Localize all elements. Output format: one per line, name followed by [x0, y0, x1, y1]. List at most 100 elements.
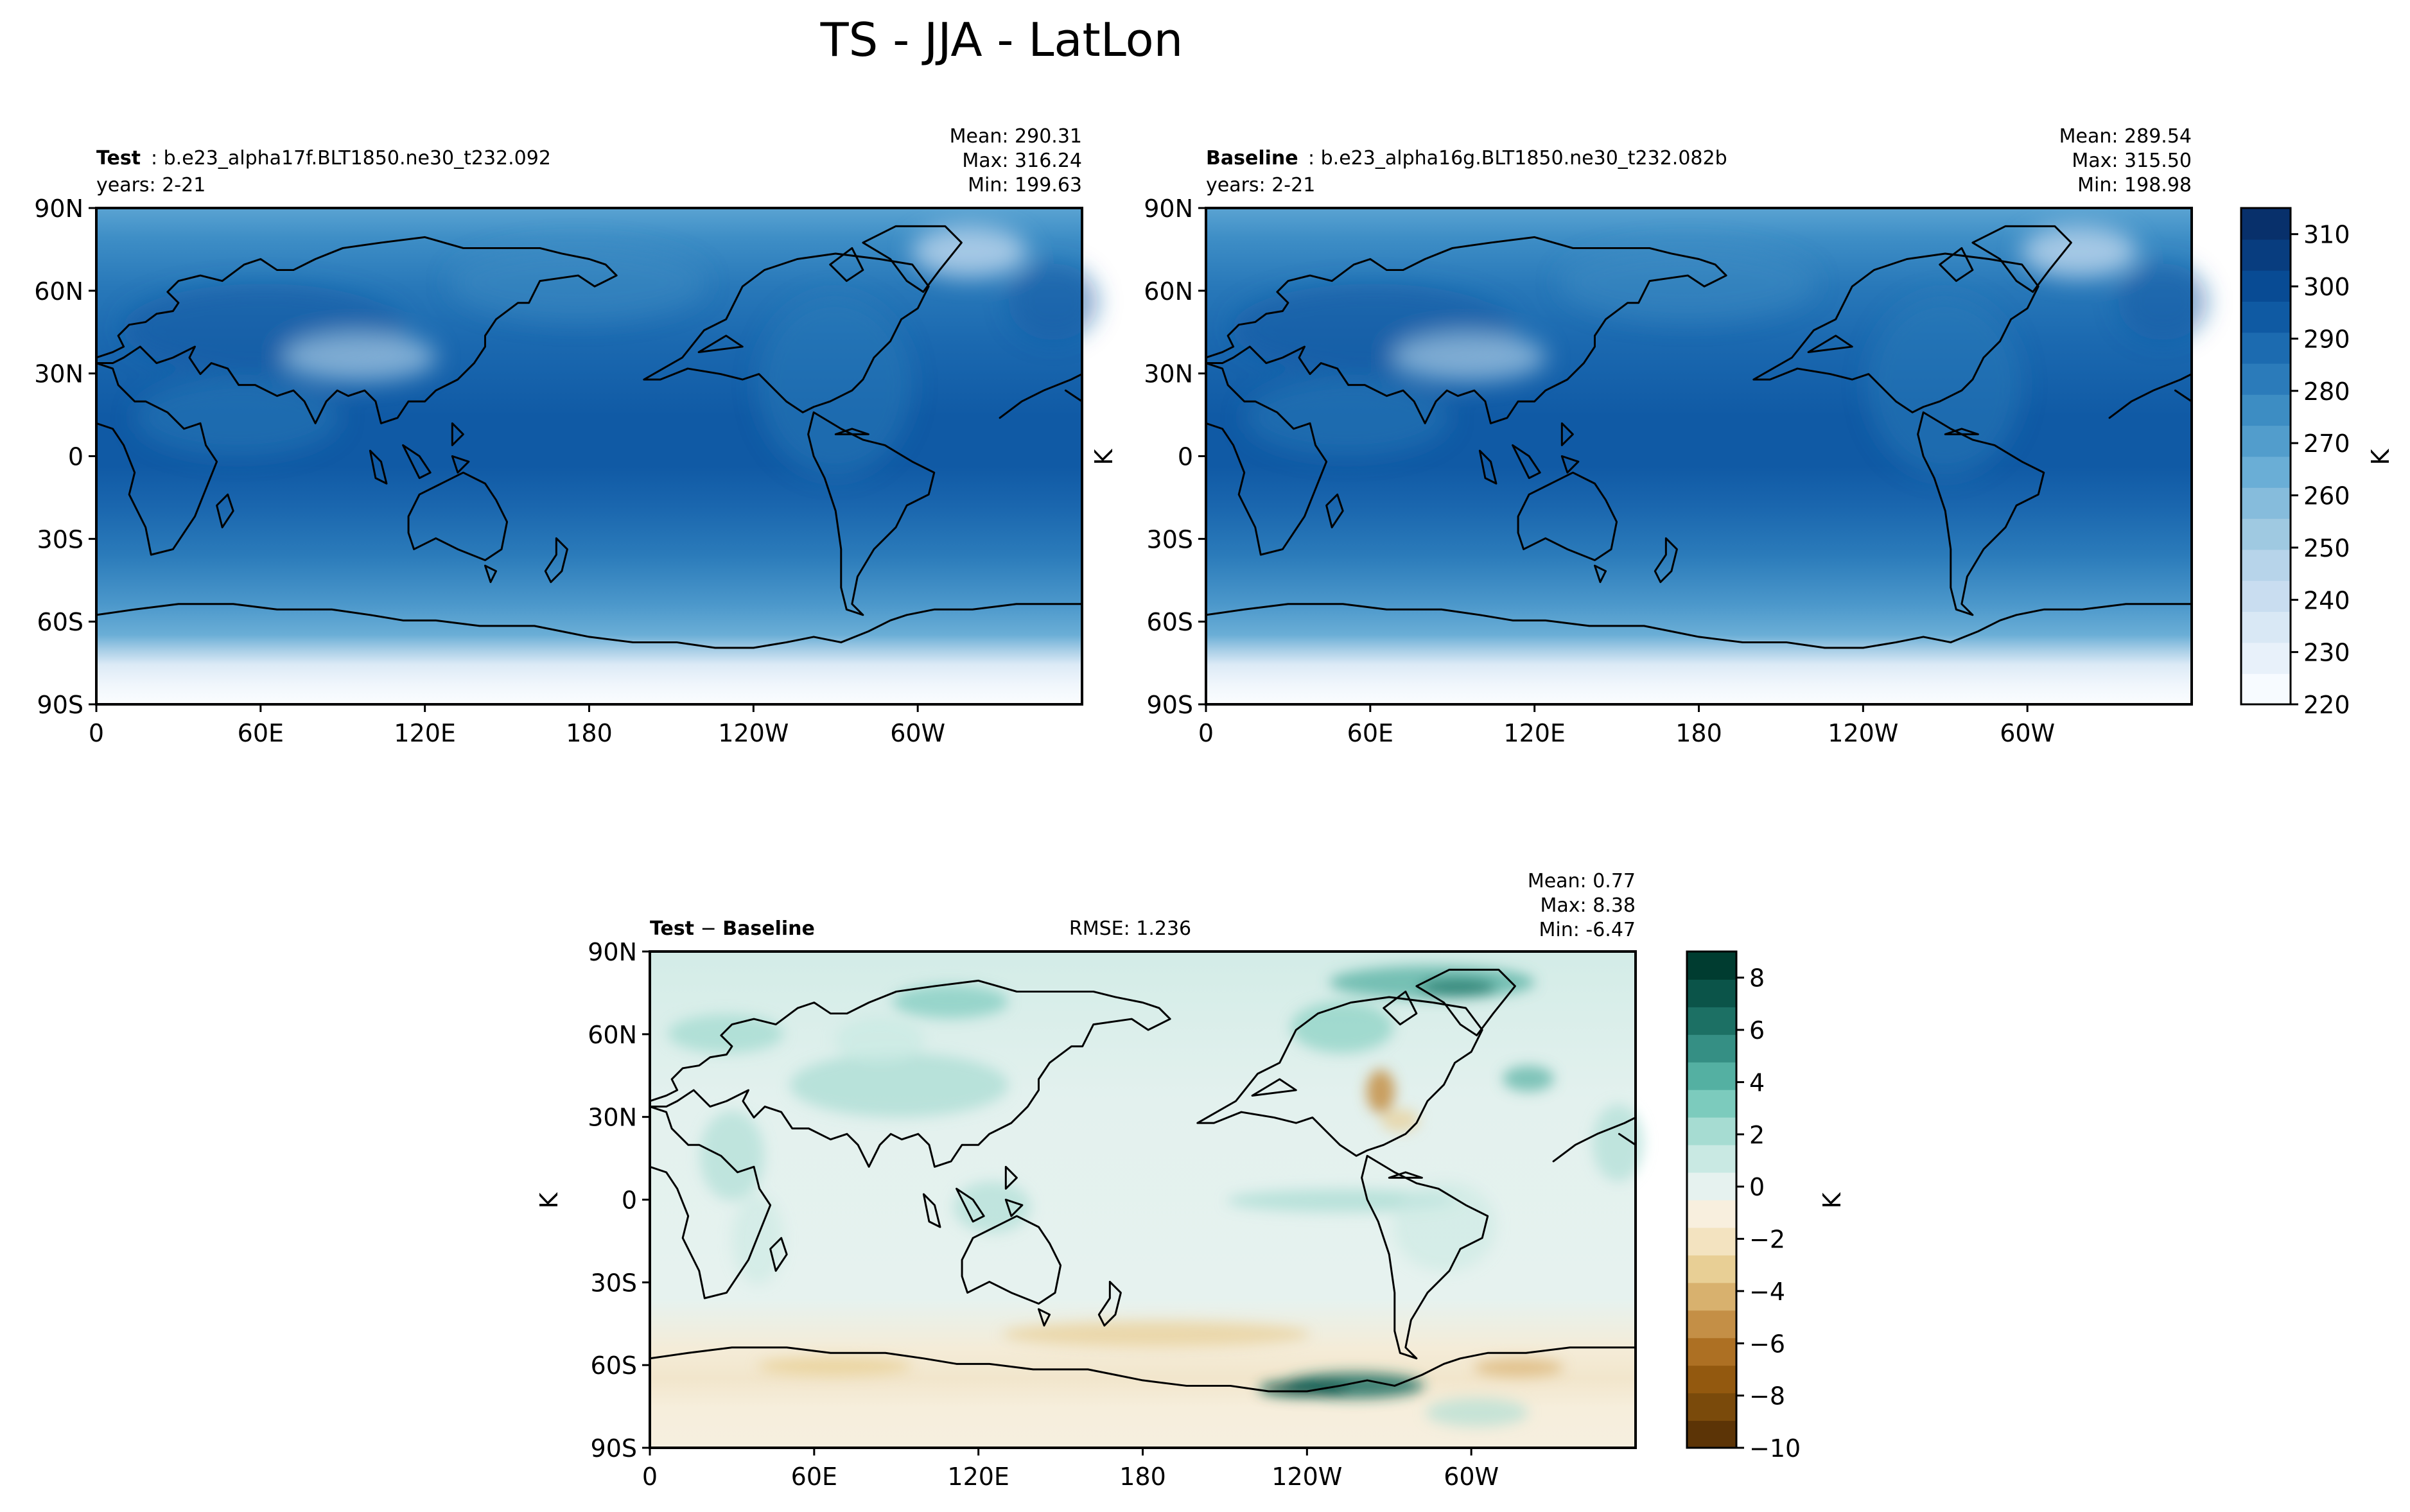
temperature-colorbar: 310 300 290 280 270 260 250 240 230 220 K [2240, 207, 2395, 719]
difference-colorbar-swatch [1687, 1117, 1736, 1145]
difference-y-ticks: 90N 60N 30N 0 30S 60S 90S [588, 938, 650, 1463]
test-y-tick-label: 0 [68, 443, 83, 471]
difference-colorbar-swatch [1687, 1255, 1736, 1283]
baseline-y-tick-label: 30N [1144, 360, 1193, 388]
temperature-colorbar-tick-label: 270 [2303, 430, 2350, 458]
temperature-colorbar-swatch [2241, 270, 2291, 302]
temperature-colorbar-tick-label: 290 [2303, 325, 2350, 353]
test-map-panel: 0 60E 120E 180 120W 60W 90N 60N 30N 0 30S 60S 90S T… [34, 125, 1118, 747]
difference-colorbar-tick-label: 6 [1749, 1016, 1765, 1045]
baseline-x-tick-label: 60E [1347, 719, 1393, 747]
test-y-tick-label: 30S [37, 525, 83, 553]
difference-stat-mean: Mean: 0.77 [1528, 870, 1636, 892]
temperature-colorbar-swatch [2241, 394, 2291, 426]
difference-x-tick-label: 60E [791, 1463, 837, 1491]
test-x-tick-label: 60W [890, 719, 945, 747]
difference-y-tick-label: 30N [588, 1104, 637, 1132]
test-x-tick-label: 120W [718, 719, 789, 747]
temperature-colorbar-swatch [2241, 425, 2291, 457]
difference-colorbar-swatch [1687, 1144, 1736, 1173]
figure-title: TS - JJA - LatLon [820, 13, 1183, 67]
difference-colorbar-swatch [1687, 952, 1736, 980]
difference-colorbar-swatch [1687, 1310, 1736, 1339]
test-label-text: : b.e23_alpha17f.BLT1850.ne30_t232.092 [151, 147, 551, 169]
test-x-tick-label: 180 [566, 719, 613, 747]
difference-y-tick-label: 60N [588, 1021, 637, 1049]
test-years: years: 2-21 [96, 174, 205, 196]
difference-colorbar-tick-label: −2 [1749, 1226, 1785, 1254]
difference-colorbar-tick-label: −8 [1749, 1382, 1785, 1411]
difference-colorbar-swatch [1687, 1393, 1736, 1421]
test-y-tick-label: 90S [37, 691, 83, 719]
baseline-x-tick-label: 120E [1503, 719, 1566, 747]
difference-x-ticks: 0 60E 120E 180 120W 60W [642, 1448, 1499, 1491]
temperature-colorbar-swatch [2241, 580, 2291, 613]
difference-stat-max: Max: 8.38 [1541, 894, 1636, 917]
difference-rmse: RMSE: 1.236 [1069, 917, 1191, 940]
difference-colorbar-tick-label: −4 [1749, 1278, 1785, 1306]
temperature-colorbar-label: K [2366, 448, 2395, 465]
baseline-y-tick-label: 0 [1178, 443, 1193, 471]
baseline-map-panel: 0 60E 120E 180 120W 60W 90N 60N 30N 0 30S 60S 90S B… [1144, 125, 2395, 747]
test-x-tick-label: 60E [238, 719, 284, 747]
test-stat-min: Min: 199.63 [968, 174, 1082, 196]
difference-colorbar-swatch [1687, 1227, 1736, 1256]
temperature-colorbar-swatch [2241, 300, 2291, 333]
difference-colorbar-swatch [1687, 1006, 1736, 1035]
test-y-tick-label: 30N [34, 360, 83, 388]
baseline-x-tick-label: 60W [2000, 719, 2055, 747]
baseline-x-tick-label: 120W [1828, 719, 1898, 747]
temperature-colorbar-swatch [2241, 518, 2291, 550]
test-y-tick-label: 60N [34, 277, 83, 306]
difference-colorbar-tick-label: 4 [1749, 1068, 1765, 1097]
difference-y-tick-label: 60S [591, 1351, 637, 1380]
baseline-y-tick-label: 30S [1147, 525, 1193, 553]
difference-x-tick-label: 180 [1119, 1463, 1166, 1491]
difference-colorbar-label: K [1818, 1192, 1846, 1208]
test-map-field [95, 207, 1098, 706]
test-y-tick-label: 60S [37, 608, 83, 636]
difference-colorbar: 8 6 4 2 0 −2 −4 −6 −8 −10 K [1686, 950, 1846, 1463]
temperature-colorbar-tick-label: 250 [2303, 534, 2350, 562]
difference-x-tick-label: 60W [1444, 1463, 1499, 1491]
difference-colorbar-tick-label: 8 [1749, 964, 1765, 993]
difference-colorbar-tick-label: −10 [1749, 1434, 1801, 1463]
temperature-colorbar-swatch [2241, 673, 2291, 705]
temperature-colorbar-swatch [2241, 363, 2291, 395]
test-stat-mean: Mean: 290.31 [950, 125, 1082, 148]
temperature-colorbar-tick-label: 240 [2303, 586, 2350, 614]
test-x-ticks: 0 60E 120E 180 120W 60W [89, 704, 945, 747]
temperature-colorbar-swatch [2241, 549, 2291, 581]
difference-colorbar-tick-label: 0 [1749, 1173, 1765, 1201]
difference-map-field [649, 950, 1644, 1449]
test-y-tick-label: 90N [34, 195, 83, 223]
difference-colorbar-swatch [1687, 1199, 1736, 1228]
difference-x-tick-label: 0 [642, 1463, 658, 1491]
difference-y-tick-label: 30S [591, 1269, 637, 1297]
difference-colorbar-swatch [1687, 978, 1736, 1007]
difference-unit-label: K [535, 1192, 563, 1208]
difference-stat-min: Min: -6.47 [1539, 919, 1636, 941]
difference-y-tick-label: 90N [588, 938, 637, 966]
baseline-y-tick-label: 60S [1147, 608, 1193, 636]
temperature-colorbar-swatch [2241, 487, 2291, 519]
test-label-bold: Test [96, 147, 141, 169]
baseline-x-tick-label: 0 [1198, 719, 1214, 747]
difference-colorbar-swatch [1687, 1420, 1736, 1448]
baseline-stat-mean: Mean: 289.54 [2059, 125, 2192, 148]
difference-label-test: Test [650, 917, 694, 940]
baseline-stat-max: Max: 315.50 [2072, 150, 2192, 172]
difference-colorbar-swatch [1687, 1089, 1736, 1118]
temperature-colorbar-swatch [2241, 332, 2291, 364]
difference-colorbar-swatch [1687, 1365, 1736, 1394]
difference-label-baseline: Baseline [722, 917, 815, 940]
temperature-colorbar-tick-label: 220 [2303, 691, 2350, 719]
difference-label-sep: − [694, 917, 722, 940]
difference-colorbar-tick-label: 2 [1749, 1121, 1765, 1149]
baseline-stat-min: Min: 198.98 [2077, 174, 2192, 196]
temperature-colorbar-tick-label: 260 [2303, 482, 2350, 510]
temperature-colorbar-swatch [2241, 611, 2291, 643]
difference-x-tick-label: 120E [947, 1463, 1009, 1491]
difference-colorbar-tick-label: −6 [1749, 1330, 1785, 1358]
